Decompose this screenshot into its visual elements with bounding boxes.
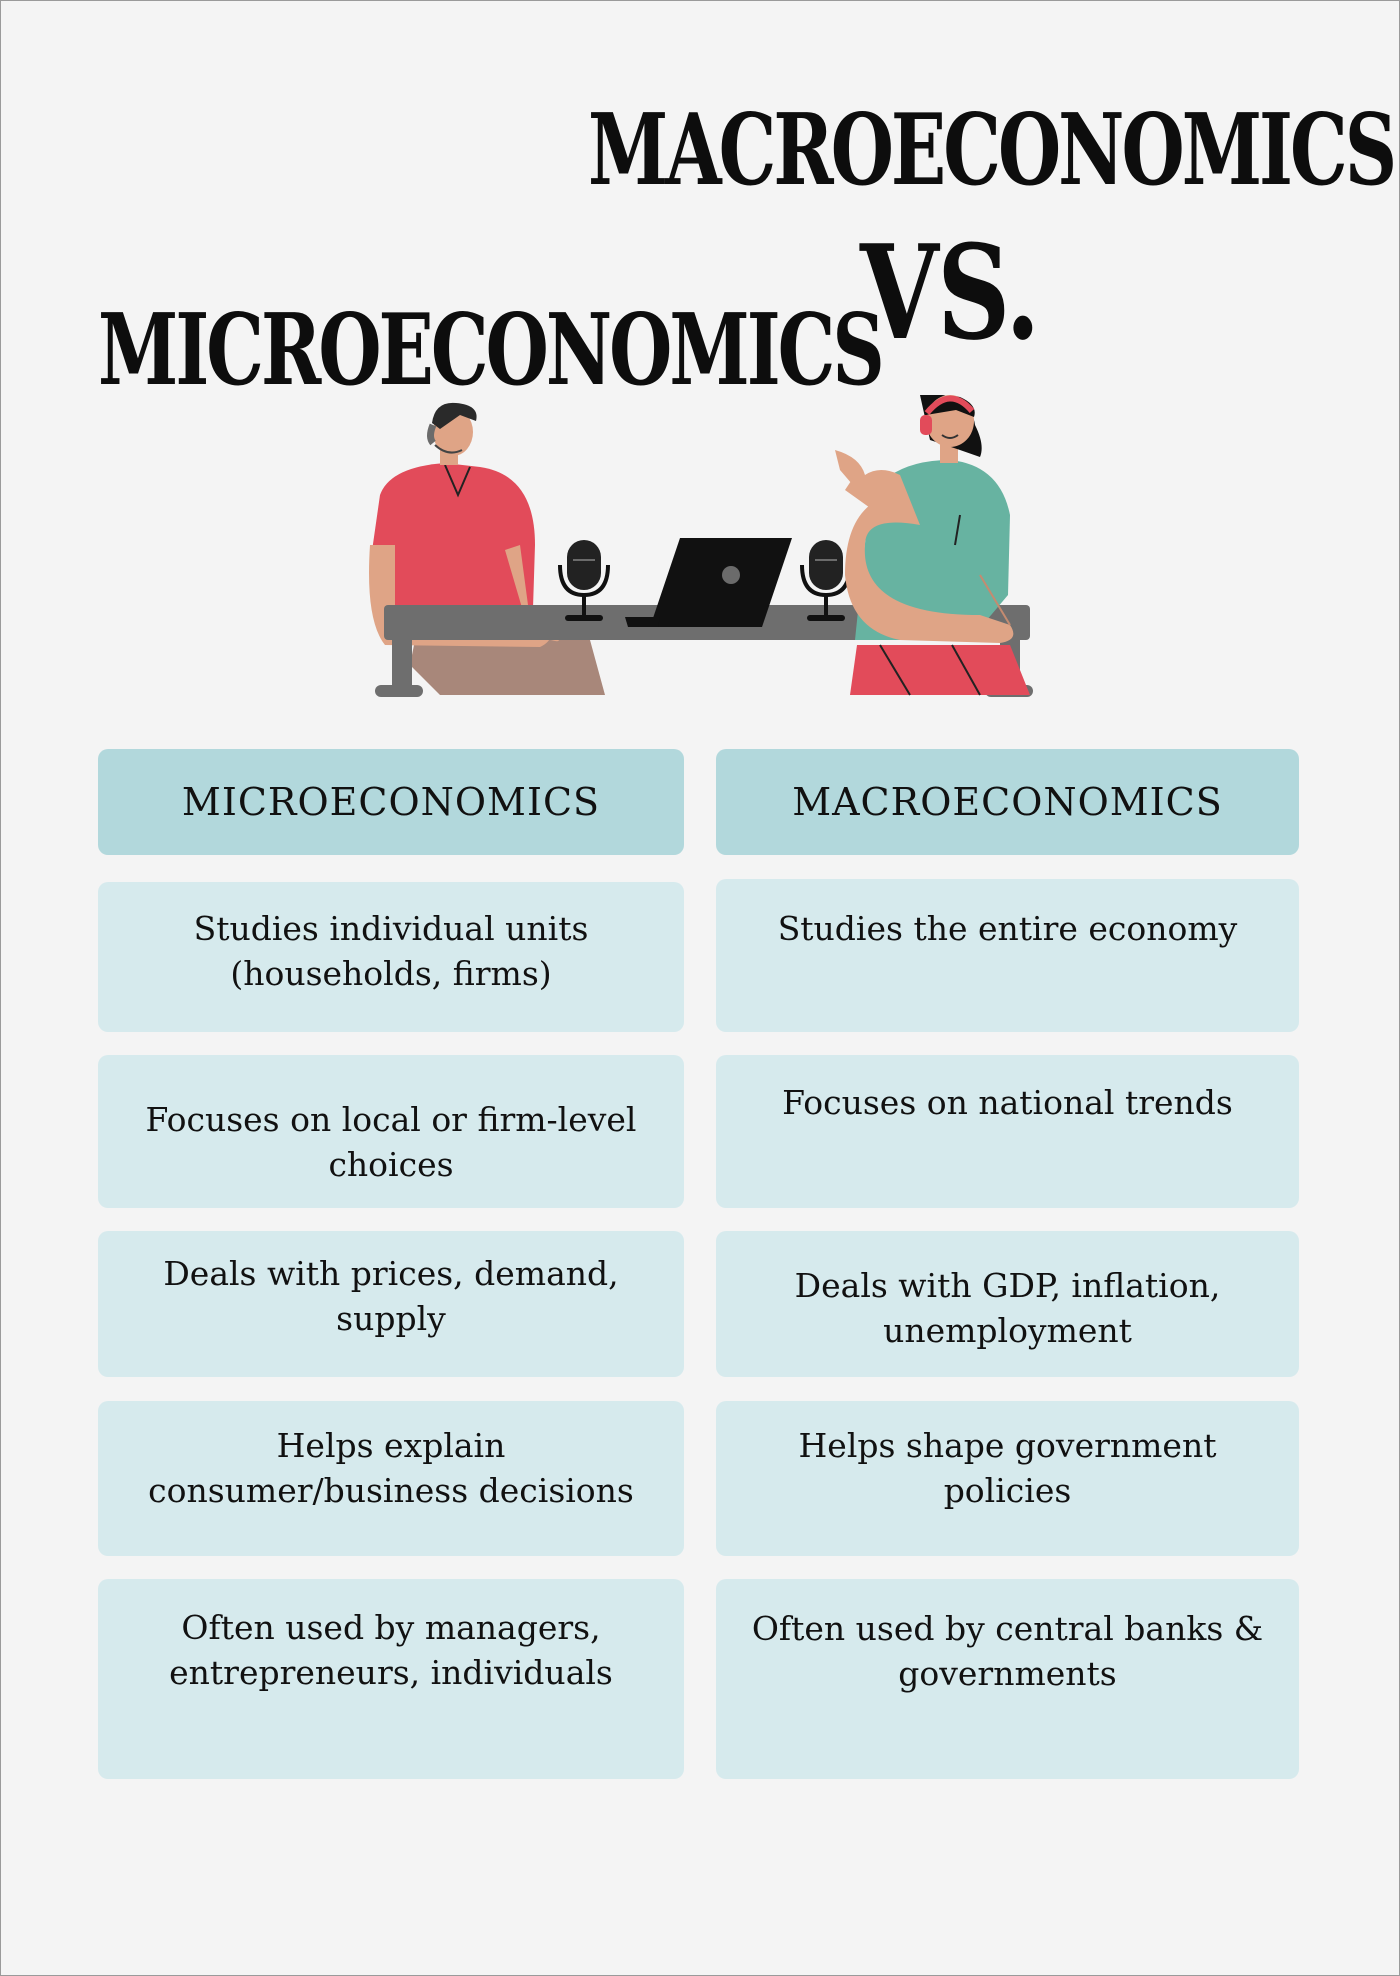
man-with-headset-icon	[369, 402, 605, 695]
title-microeconomics: MICROECONOMICS	[98, 293, 885, 408]
cell-text: Deals with prices, demand, supply	[163, 1254, 619, 1338]
table-cell: Focuses on national trends	[716, 1055, 1299, 1208]
table-cell: Often used by managers, entrepreneurs, i…	[98, 1579, 684, 1779]
table-cell: Focuses on local or firm-level choices	[98, 1055, 684, 1208]
table-header-macroeconomics: MACROECONOMICS	[716, 749, 1299, 855]
microphone-icon	[558, 540, 610, 621]
cell-text: Deals with GDP, inflation, unemployment	[794, 1266, 1221, 1350]
cell-text: Often used by managers, entrepreneurs, i…	[169, 1608, 613, 1692]
cell-text: Helps explain consumer/business decision…	[148, 1426, 634, 1510]
cell-text: Helps shape government policies	[798, 1426, 1217, 1510]
cell-text: Focuses on national trends	[782, 1083, 1233, 1122]
laptop-icon	[625, 538, 792, 627]
table-cell: Deals with prices, demand, supply	[98, 1231, 684, 1377]
table-cell: Deals with GDP, inflation, unemployment	[716, 1231, 1299, 1377]
header-label: MACROECONOMICS	[792, 780, 1223, 824]
table-cell: Helps explain consumer/business decision…	[98, 1401, 684, 1556]
cell-text: Studies the entire economy	[777, 909, 1238, 948]
table-cell: Often used by central banks & government…	[716, 1579, 1299, 1779]
table-cell: Studies the entire economy	[716, 879, 1299, 1032]
cell-text: Focuses on local or firm-level choices	[145, 1100, 637, 1184]
cell-text: Often used by central banks & government…	[751, 1609, 1264, 1693]
table-header-microeconomics: MICROECONOMICS	[98, 749, 684, 855]
table-cell: Helps shape government policies	[716, 1401, 1299, 1556]
podcast-illustration	[369, 395, 1033, 697]
title-macroeconomics: MACROECONOMICS	[588, 93, 1397, 208]
woman-with-headphones-icon	[835, 395, 1030, 696]
microphone-icon	[800, 540, 852, 621]
cell-text: Studies individual units (households, fi…	[193, 909, 589, 993]
table-cell: Studies individual units (households, fi…	[98, 882, 684, 1032]
title-vs: VS.	[860, 216, 1040, 369]
header-label: MICROECONOMICS	[181, 780, 601, 824]
